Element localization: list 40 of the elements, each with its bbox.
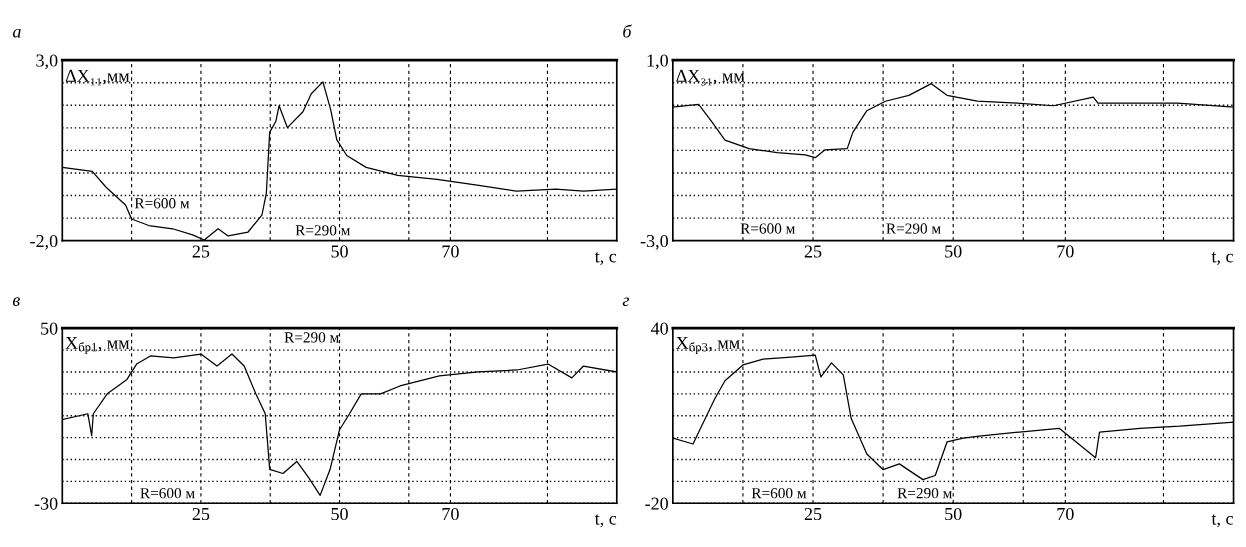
x-tick-label: 25 bbox=[192, 245, 210, 258]
x-tick-label: 50 bbox=[945, 507, 962, 521]
y-tick-label: -20 bbox=[645, 497, 668, 510]
y-axis-title: ΔX₃₁, мм bbox=[676, 69, 745, 86]
chart-title: г bbox=[622, 297, 630, 307]
x-tick-label: 25 bbox=[192, 507, 210, 521]
annotation: R=290 м bbox=[897, 488, 952, 499]
chart-title: в bbox=[12, 297, 20, 307]
y-tick-label: 50 bbox=[41, 322, 58, 335]
x-axis-title: t, с bbox=[594, 514, 617, 528]
annotation: R=290 м bbox=[295, 225, 351, 236]
y-tick-label: -30 bbox=[34, 497, 58, 510]
annotation: R=600 м bbox=[751, 488, 807, 499]
x-tick-label: 50 bbox=[945, 245, 962, 258]
annotation: R=600 м bbox=[134, 198, 190, 209]
chart-title: б bbox=[623, 24, 632, 38]
y-axis-title: ΔX₁₁,мм bbox=[65, 69, 130, 86]
x-axis-title: t, с bbox=[1211, 514, 1233, 528]
y-tick-label: -2,0 bbox=[30, 234, 58, 250]
chart-title: а bbox=[12, 28, 21, 38]
annotation: R=600 м bbox=[740, 223, 795, 234]
x-tick-label: 70 bbox=[1057, 507, 1074, 521]
x-tick-label: 70 bbox=[442, 245, 459, 258]
y-tick-label: 3,0 bbox=[36, 54, 58, 70]
x-tick-label: 25 bbox=[804, 507, 822, 521]
y-axis-title: X$_{бр1}$, мм bbox=[65, 336, 130, 354]
x-tick-label: 50 bbox=[331, 245, 348, 258]
y-axis-title: X$_{бр3}$, мм bbox=[676, 336, 740, 354]
x-tick-label: 70 bbox=[1057, 245, 1074, 258]
y-tick-label: -3,0 bbox=[640, 234, 668, 250]
annotation: R=290 м bbox=[284, 332, 339, 343]
annotation: R=290 м bbox=[886, 223, 941, 234]
x-axis-title: t, с bbox=[1211, 252, 1233, 266]
x-tick-label: 25 bbox=[804, 245, 822, 258]
y-tick-label: 1,0 bbox=[647, 54, 668, 70]
x-tick-label: 50 bbox=[331, 507, 348, 521]
x-tick-label: 70 bbox=[442, 507, 459, 521]
x-axis-title: t, с bbox=[594, 252, 617, 266]
annotation: R=600 м bbox=[140, 488, 195, 499]
y-tick-label: 40 bbox=[650, 322, 668, 335]
